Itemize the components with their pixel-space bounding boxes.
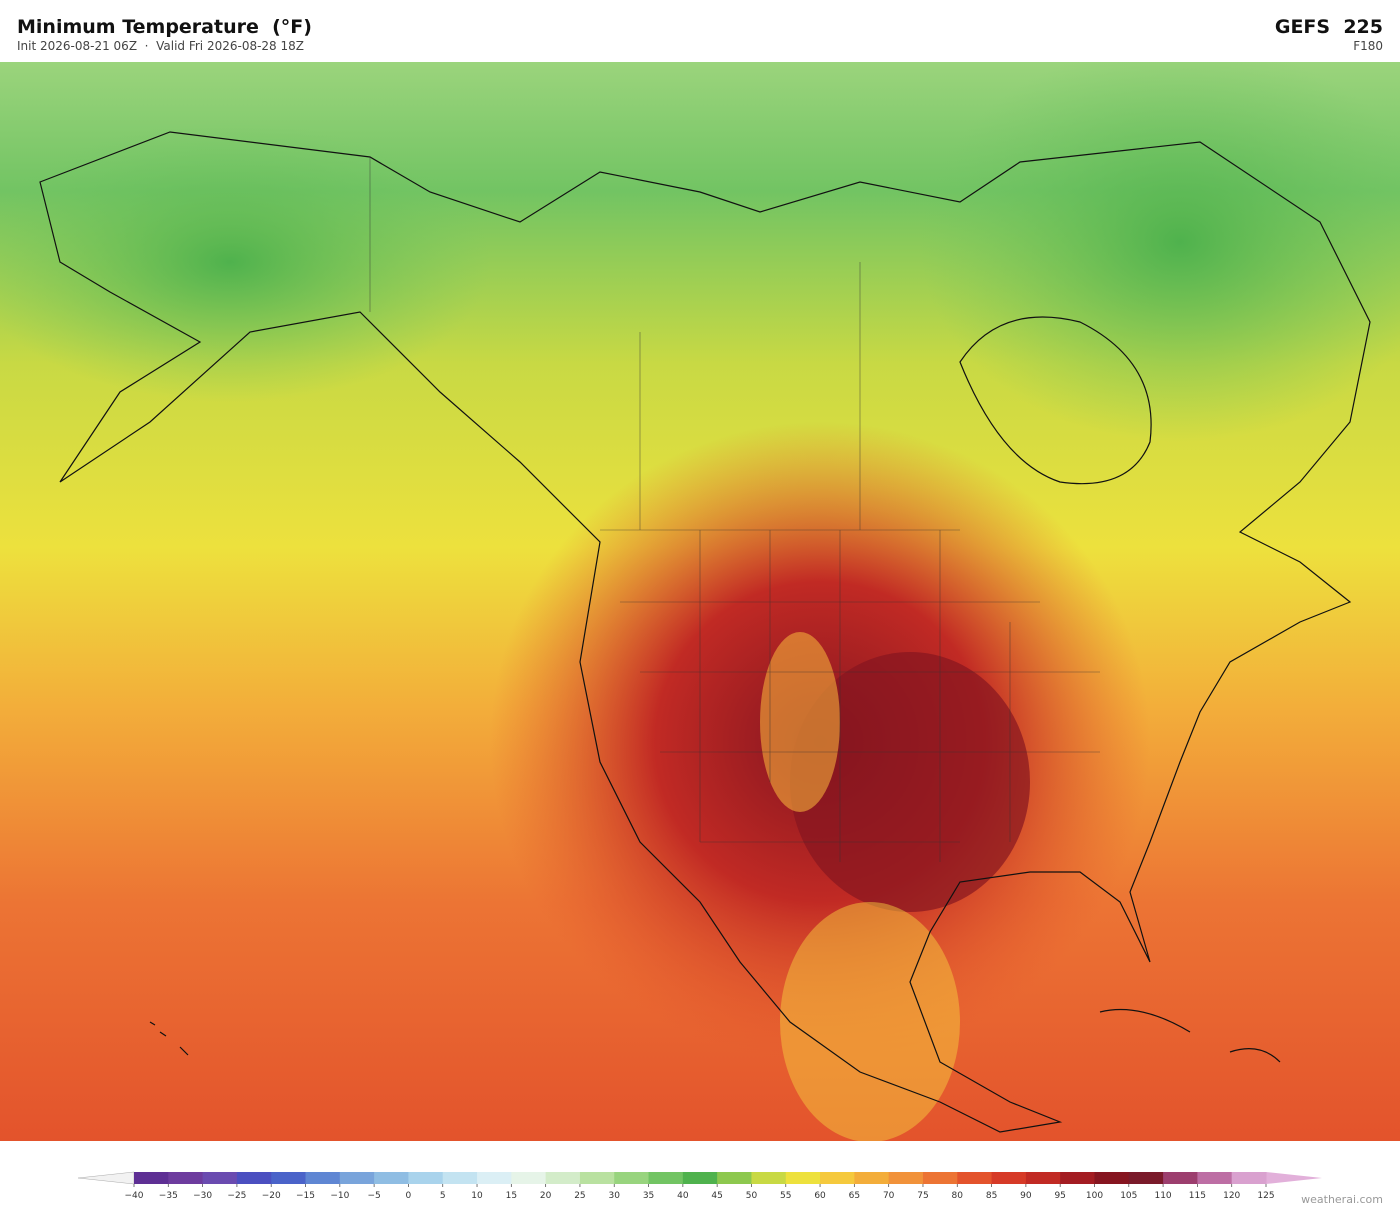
- colorbar-tick-label: 90: [1020, 1191, 1032, 1201]
- colorbar-tick-label: 120: [1223, 1191, 1240, 1201]
- colorbar-bin: [717, 1172, 752, 1184]
- colorbar-tick-label: 10: [471, 1191, 483, 1201]
- colorbar-tick-label: 40: [677, 1191, 689, 1201]
- model: GEFS 225: [1274, 16, 1383, 38]
- colorbar-bin: [682, 1172, 718, 1184]
- colorbar-tick-label: 85: [986, 1191, 997, 1201]
- colorbar-bin: [339, 1172, 375, 1184]
- colorbar-bin: [614, 1172, 650, 1184]
- colorbar-bin: [854, 1172, 890, 1184]
- colorbar-bin: [477, 1172, 512, 1184]
- colorbar-bin: [1197, 1172, 1233, 1184]
- colorbar-tick-label: 105: [1120, 1191, 1137, 1201]
- forecast-hour: F180: [1353, 39, 1383, 53]
- colorbar-bin: [134, 1172, 169, 1184]
- colorbar-bin: [820, 1172, 855, 1184]
- colorbar-tick-label: 5: [440, 1191, 446, 1201]
- colorbar: −40 −35 −30 −25 −20 −15 −10 −5 0 5 10 15 20 25 30 35 40 4…: [77, 1171, 1322, 1201]
- colorbar-bin: [957, 1172, 993, 1184]
- colorbar-tick-label: 45: [711, 1191, 722, 1201]
- map: [0, 62, 1400, 1141]
- colorbar-bin: [922, 1172, 958, 1184]
- colorbar-tick-label: 80: [952, 1191, 964, 1201]
- colorbar-bin: [168, 1172, 204, 1184]
- colorbar-tick-label: −20: [262, 1191, 281, 1201]
- colorbar-tick-label: 20: [540, 1191, 552, 1201]
- colorbar-bin: [1128, 1172, 1164, 1184]
- colorbar-tick-label: 35: [643, 1191, 654, 1201]
- colorbar-tick-label: 30: [609, 1191, 621, 1201]
- credit: weatherai.com: [1301, 1193, 1383, 1206]
- colorbar-tick-label: −25: [227, 1191, 246, 1201]
- colorbar-tick-label: 70: [883, 1191, 895, 1201]
- title: Minimum Temperature (°F): [17, 16, 312, 38]
- colorbar-tick-label: −10: [330, 1191, 349, 1201]
- colorbar-bin: [202, 1172, 238, 1184]
- colorbar-bin: [648, 1172, 684, 1184]
- colorbar-tick-label: 95: [1054, 1191, 1065, 1201]
- colorbar-tick-label: 110: [1154, 1191, 1171, 1201]
- colorbar-tick-label: 55: [780, 1191, 791, 1201]
- subtitle: Init 2026-08-21 06Z · Valid Fri 2026-08-…: [17, 39, 304, 53]
- colorbar-bin: [1094, 1172, 1130, 1184]
- colorbar-tick-label: −5: [367, 1191, 380, 1201]
- colorbar-bin: [1060, 1172, 1095, 1184]
- colorbar-tick-label: −30: [193, 1191, 212, 1201]
- colorbar-bin: [785, 1172, 821, 1184]
- colorbar-tick-label: 50: [746, 1191, 758, 1201]
- colorbar-tick-label: 100: [1086, 1191, 1103, 1201]
- colorbar-extend: [77, 1171, 135, 1185]
- colorbar-tick-label: 115: [1189, 1191, 1206, 1201]
- colorbar-bin: [374, 1172, 409, 1184]
- colorbar-bin: [271, 1172, 307, 1184]
- colorbar-tick-label: 60: [814, 1191, 826, 1201]
- colorbar-bin: [991, 1172, 1027, 1184]
- colorbar-tick-label: 75: [917, 1191, 928, 1201]
- colorbar-bin: [236, 1172, 272, 1184]
- colorbar-bin: [511, 1172, 547, 1184]
- colorbar-tick-label: 65: [849, 1191, 860, 1201]
- colorbar-bin: [579, 1172, 615, 1184]
- colorbar-bin: [545, 1172, 581, 1184]
- colorbar-bin: [305, 1172, 341, 1184]
- colorbar-extend: [1266, 1172, 1322, 1184]
- colorbar-bin: [408, 1172, 444, 1184]
- colorbar-tick-label: −40: [125, 1191, 144, 1201]
- colorbar-tick-label: 15: [506, 1191, 517, 1201]
- colorbar-bin: [1025, 1172, 1061, 1184]
- colorbar-bin: [888, 1172, 924, 1184]
- colorbar-tick-label: 25: [574, 1191, 585, 1201]
- colorbar-bin: [751, 1172, 787, 1184]
- colorbar-bin: [442, 1172, 478, 1184]
- colorbar-bin: [1231, 1172, 1267, 1184]
- colorbar-tick-label: 125: [1257, 1191, 1274, 1201]
- colorbar-tick-label: −15: [296, 1191, 315, 1201]
- colorbar-bin: [1163, 1172, 1198, 1184]
- colorbar-tick-label: 0: [406, 1191, 412, 1201]
- colorbar-tick-label: −35: [159, 1191, 178, 1201]
